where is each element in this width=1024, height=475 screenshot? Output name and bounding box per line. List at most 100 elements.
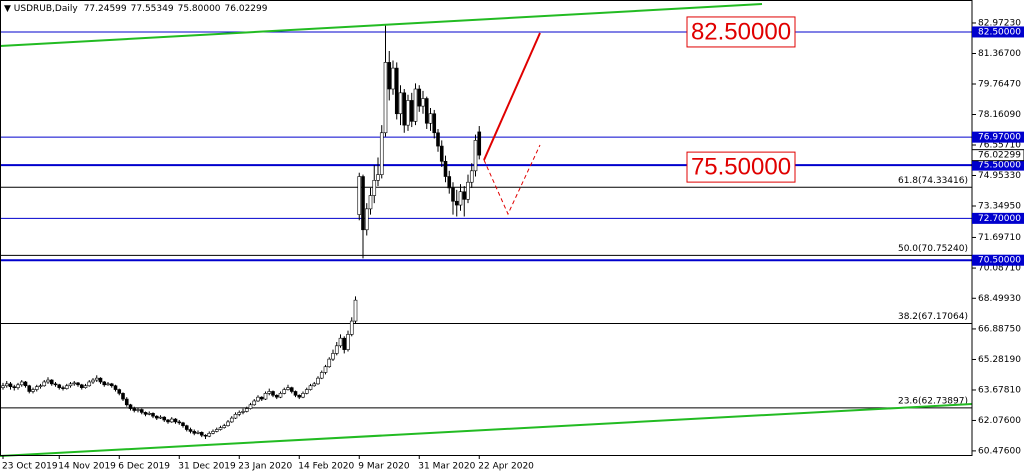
candle-body <box>259 396 264 400</box>
candle-body <box>477 131 482 156</box>
candle-body <box>421 98 425 107</box>
candle-body <box>274 394 279 398</box>
candle-body <box>406 100 410 126</box>
candle-body <box>376 174 380 181</box>
candle-body <box>462 191 467 200</box>
candle-body <box>312 383 317 387</box>
level-label: 70.50000 <box>978 256 1021 266</box>
trendline <box>0 403 973 457</box>
candle-body <box>409 100 414 122</box>
candle-body <box>139 409 144 413</box>
candle-body <box>188 429 193 432</box>
y-tick-label: 79.76470 <box>978 79 1021 89</box>
y-tick-label: 71.69710 <box>978 233 1021 243</box>
candle-body <box>432 113 437 134</box>
y-tick-label: 73.34950 <box>978 202 1021 212</box>
candle-body <box>76 382 80 386</box>
candle-body <box>27 385 32 392</box>
open: 77.24599 <box>84 4 127 14</box>
candle-body <box>252 400 257 406</box>
callout-box <box>686 16 796 48</box>
candle-body <box>244 408 249 412</box>
callout-box <box>686 151 796 183</box>
candle-body <box>334 345 339 354</box>
candle-body <box>372 180 377 196</box>
candle-body <box>286 387 290 390</box>
candle-body <box>72 382 77 385</box>
candle-body <box>368 195 373 210</box>
candle-body <box>267 391 272 394</box>
candle-body <box>391 67 395 90</box>
candle-body <box>301 393 305 398</box>
candle-body <box>203 434 208 437</box>
candle-body <box>214 429 219 432</box>
candle-body <box>12 386 17 388</box>
candle-body <box>177 421 182 424</box>
candle-body <box>94 377 99 381</box>
candle-body <box>83 385 88 388</box>
candle-body <box>42 381 47 387</box>
candle-body <box>16 384 20 388</box>
candle-body <box>428 113 433 124</box>
y-tick-label: 81.36700 <box>978 49 1021 59</box>
candle-body <box>38 385 43 388</box>
candle-body <box>184 425 189 430</box>
candle-body <box>132 408 137 411</box>
candle-body <box>338 337 343 347</box>
candle-body <box>147 413 152 415</box>
fib-label: 38.2(67.17064) <box>898 312 968 322</box>
candle-body <box>469 170 474 183</box>
plot-area: 61.8(74.33416) 50.0(70.75240) 38.2(67.1706… <box>0 16 972 440</box>
y-tick-label: 76.55710 <box>978 141 1021 151</box>
candle-body <box>413 88 418 122</box>
y-tick-label: 74.95330 <box>978 171 1021 181</box>
candle-body <box>19 381 24 386</box>
y-tick-label: 78.16090 <box>978 110 1021 120</box>
candle-body <box>417 88 422 107</box>
candle-body <box>379 132 384 175</box>
candle-body <box>233 413 238 419</box>
level-label: 76.97000 <box>978 133 1021 143</box>
low: 75.80000 <box>178 4 221 14</box>
y-tick-label: 62.07600 <box>978 416 1021 426</box>
candle-body <box>439 145 444 162</box>
candle-body <box>181 422 185 427</box>
candle-body <box>361 176 365 231</box>
x-tick-label: 14 Nov 2019 <box>58 462 116 472</box>
candle-body <box>342 337 347 350</box>
candle-body <box>53 383 58 386</box>
callout-label: 75.50000 <box>691 153 791 180</box>
candle-body <box>8 383 13 388</box>
candle-body <box>458 191 463 206</box>
candle-body <box>154 415 159 419</box>
candle-body <box>4 383 9 387</box>
candle-body <box>289 387 294 392</box>
projection-line <box>483 144 541 216</box>
level-tag <box>972 131 1024 143</box>
high: 77.55349 <box>131 4 174 14</box>
candle-body <box>447 176 452 189</box>
candle-body <box>398 92 403 115</box>
candle-body <box>473 140 478 172</box>
y-tick-label: 60.47600 <box>978 446 1021 456</box>
candle-body <box>436 132 440 147</box>
candle-body <box>117 389 122 394</box>
x-tick-label: 14 Feb 2020 <box>298 462 354 472</box>
plot-border <box>0 0 973 456</box>
candle-body <box>49 379 54 385</box>
level-label: 75.50000 <box>978 161 1021 171</box>
candle-body <box>297 394 302 398</box>
candle-body <box>64 385 69 389</box>
candle-body <box>282 389 287 394</box>
candle-body <box>113 385 118 390</box>
candle-body <box>346 334 350 350</box>
candle-body <box>319 372 324 379</box>
level-label: 82.50000 <box>978 27 1021 37</box>
x-tick-label: 6 Dec 2019 <box>118 462 170 472</box>
candle-body <box>293 391 298 396</box>
candle-body <box>23 381 28 387</box>
candle-body <box>57 384 62 388</box>
candle-body <box>158 416 163 419</box>
